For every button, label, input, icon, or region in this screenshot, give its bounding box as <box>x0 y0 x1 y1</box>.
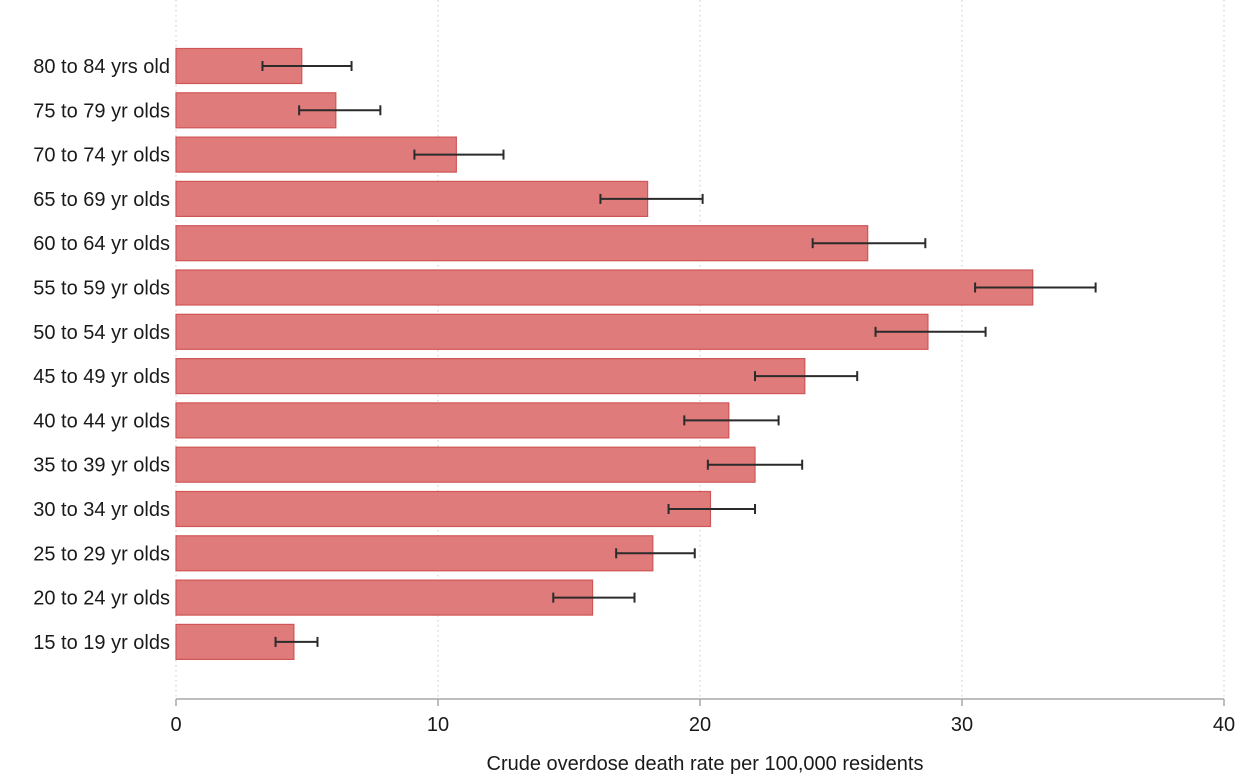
category-label: 25 to 29 yr olds <box>33 543 170 565</box>
category-labels: 80 to 84 yrs old 75 to 79 yr olds 70 to 74… <box>33 56 170 654</box>
category-label: 35 to 39 yr olds <box>33 455 170 477</box>
error-bar <box>874 326 987 337</box>
category-label: 80 to 84 yrs old <box>33 56 170 78</box>
error-bar <box>615 548 696 559</box>
error-bar <box>298 105 382 116</box>
error-bar <box>599 193 704 204</box>
error-bars <box>261 61 1097 647</box>
error-bar <box>974 282 1097 293</box>
category-label: 45 to 49 yr olds <box>33 366 170 388</box>
x-tick-label: 20 <box>689 714 711 736</box>
category-label: 50 to 54 yr olds <box>33 322 170 344</box>
bar <box>175 225 869 262</box>
bars <box>175 47 1034 661</box>
category-label: 55 to 59 yr olds <box>33 278 170 300</box>
bar <box>175 358 806 395</box>
category-label: 30 to 34 yr olds <box>33 499 170 521</box>
category-label: 20 to 24 yr olds <box>33 588 170 610</box>
error-bar <box>261 61 353 71</box>
bar <box>175 446 756 483</box>
error-bar <box>811 238 927 249</box>
category-label: 65 to 69 yr olds <box>33 189 170 211</box>
x-tick-label: 30 <box>951 714 973 736</box>
category-label: 60 to 64 yr olds <box>33 233 170 255</box>
bar <box>175 490 712 528</box>
category-label: 70 to 74 yr olds <box>33 145 170 167</box>
error-bar <box>683 415 780 426</box>
bar <box>175 579 594 616</box>
bar <box>175 535 654 572</box>
x-axis-title: Crude overdose death rate per 100,000 re… <box>487 753 924 775</box>
error-bar <box>552 592 636 603</box>
category-label: 40 to 44 yr olds <box>33 410 170 432</box>
bar <box>175 269 1034 306</box>
bar <box>175 313 929 350</box>
category-label: 15 to 19 yr olds <box>33 632 170 654</box>
error-bar <box>706 459 804 470</box>
error-bar <box>413 149 505 160</box>
x-tick-label: 10 <box>427 714 449 736</box>
error-bar <box>754 371 859 382</box>
x-tick-label: 0 <box>170 714 181 736</box>
bar <box>175 402 730 439</box>
category-label: 75 to 79 yr olds <box>33 100 170 122</box>
x-axis: 0 10 20 30 40 <box>170 698 1235 736</box>
x-tick-label: 40 <box>1213 714 1235 736</box>
bar <box>175 180 649 217</box>
error-bar <box>667 504 757 514</box>
error-bar <box>274 636 319 647</box>
